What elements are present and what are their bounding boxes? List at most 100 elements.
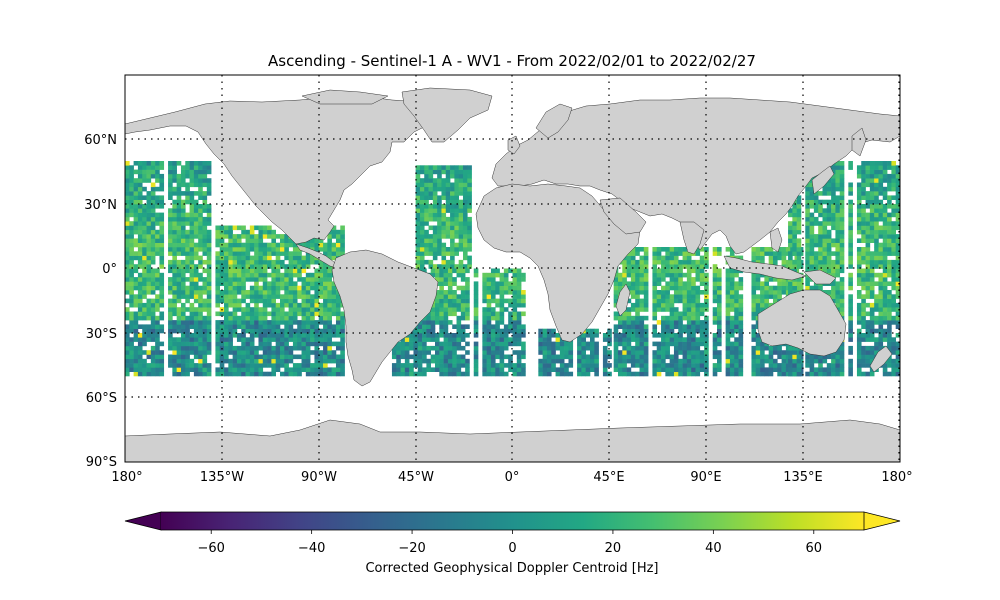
doppler-pixel: [503, 371, 509, 377]
doppler-pixel: [486, 337, 492, 342]
doppler-pixel: [865, 191, 871, 196]
doppler-pixel: [185, 324, 190, 329]
doppler-pixel: [245, 229, 251, 235]
doppler-pixel: [327, 307, 332, 312]
doppler-pixel: [198, 290, 203, 295]
doppler-pixel: [458, 208, 464, 213]
doppler-pixel: [865, 345, 871, 351]
doppler-pixel: [755, 298, 761, 304]
doppler-pixel: [155, 345, 160, 351]
doppler-pixel: [682, 311, 688, 317]
doppler-pixel: [630, 247, 636, 252]
doppler-pixel: [318, 238, 324, 243]
doppler-pixel: [236, 315, 242, 321]
doppler-pixel: [292, 298, 298, 304]
doppler-pixel: [869, 182, 875, 188]
doppler-pixel: [865, 277, 871, 282]
doppler-pixel: [751, 294, 757, 299]
doppler-pixel: [180, 229, 186, 235]
doppler-pixel: [447, 371, 453, 377]
doppler-pixel: [521, 333, 526, 338]
doppler-pixel: [516, 298, 522, 304]
doppler-pixel: [452, 324, 457, 329]
doppler-pixel: [335, 328, 341, 334]
doppler-pixel: [172, 367, 177, 372]
doppler-pixel: [831, 221, 836, 226]
doppler-pixel: [159, 324, 165, 329]
doppler-pixel: [717, 302, 722, 308]
doppler-pixel: [673, 311, 679, 317]
doppler-pixel: [673, 272, 679, 278]
doppler-pixel: [454, 182, 459, 188]
doppler-pixel: [267, 247, 272, 252]
doppler-pixel: [129, 169, 134, 175]
doppler-pixel: [193, 328, 199, 334]
doppler-pixel: [874, 251, 879, 256]
doppler-pixel: [751, 285, 757, 291]
doppler-pixel: [465, 363, 470, 368]
doppler-pixel: [271, 285, 276, 291]
doppler-pixel: [202, 229, 208, 235]
doppler-pixel: [635, 345, 640, 351]
doppler-pixel: [422, 333, 427, 338]
doppler-pixel: [861, 247, 866, 252]
doppler-pixel: [639, 302, 645, 308]
doppler-pixel: [292, 307, 298, 312]
doppler-pixel: [331, 333, 337, 338]
doppler-pixel: [788, 371, 793, 377]
doppler-pixel: [669, 320, 675, 325]
doppler-pixel: [490, 333, 496, 338]
doppler-pixel: [206, 221, 212, 226]
doppler-pixel: [717, 333, 722, 338]
doppler-pixel: [258, 277, 264, 282]
doppler-pixel: [594, 358, 599, 364]
doppler-pixel: [310, 350, 315, 355]
doppler-pixel: [495, 324, 500, 329]
doppler-pixel: [665, 367, 670, 372]
doppler-pixel: [180, 173, 186, 179]
doppler-pixel: [792, 216, 797, 222]
doppler-pixel: [643, 268, 649, 274]
doppler-pixel: [409, 354, 414, 360]
doppler-pixel: [146, 302, 152, 308]
doppler-pixel: [271, 328, 276, 334]
doppler-pixel: [822, 225, 828, 231]
doppler-pixel: [729, 294, 735, 299]
doppler-pixel: [895, 285, 900, 291]
doppler-pixel: [622, 268, 627, 274]
doppler-pixel: [661, 324, 666, 329]
doppler-pixel: [788, 225, 793, 231]
doppler-pixel: [435, 341, 440, 347]
doppler-pixel: [155, 354, 160, 360]
doppler-pixel: [760, 358, 765, 364]
doppler-pixel: [590, 350, 595, 355]
doppler-pixel: [458, 238, 464, 243]
doppler-pixel: [835, 302, 841, 308]
doppler-pixel: [129, 290, 134, 295]
doppler-pixel: [772, 363, 778, 368]
doppler-pixel: [613, 341, 619, 347]
doppler-pixel: [189, 178, 195, 183]
doppler-pixel: [865, 178, 871, 183]
doppler-pixel: [891, 358, 896, 364]
doppler-pixel: [327, 268, 332, 274]
doppler-pixel: [219, 341, 225, 347]
doppler-pixel: [172, 238, 177, 243]
doppler-pixel: [258, 290, 264, 295]
doppler-pixel: [172, 324, 177, 329]
doppler-pixel: [228, 264, 233, 269]
doppler-pixel: [831, 165, 836, 170]
doppler-pixel: [428, 165, 434, 170]
doppler-pixel: [878, 324, 884, 329]
doppler-pixel: [639, 320, 645, 325]
doppler-pixel: [193, 204, 199, 209]
doppler-pixel: [665, 354, 670, 360]
doppler-pixel: [202, 216, 208, 222]
doppler-pixel: [839, 371, 845, 377]
doppler-pixel: [669, 255, 675, 261]
doppler-pixel: [467, 264, 472, 269]
doppler-pixel: [150, 199, 156, 205]
doppler-pixel: [159, 371, 165, 377]
doppler-pixel: [555, 345, 561, 351]
doppler-pixel: [831, 212, 836, 218]
